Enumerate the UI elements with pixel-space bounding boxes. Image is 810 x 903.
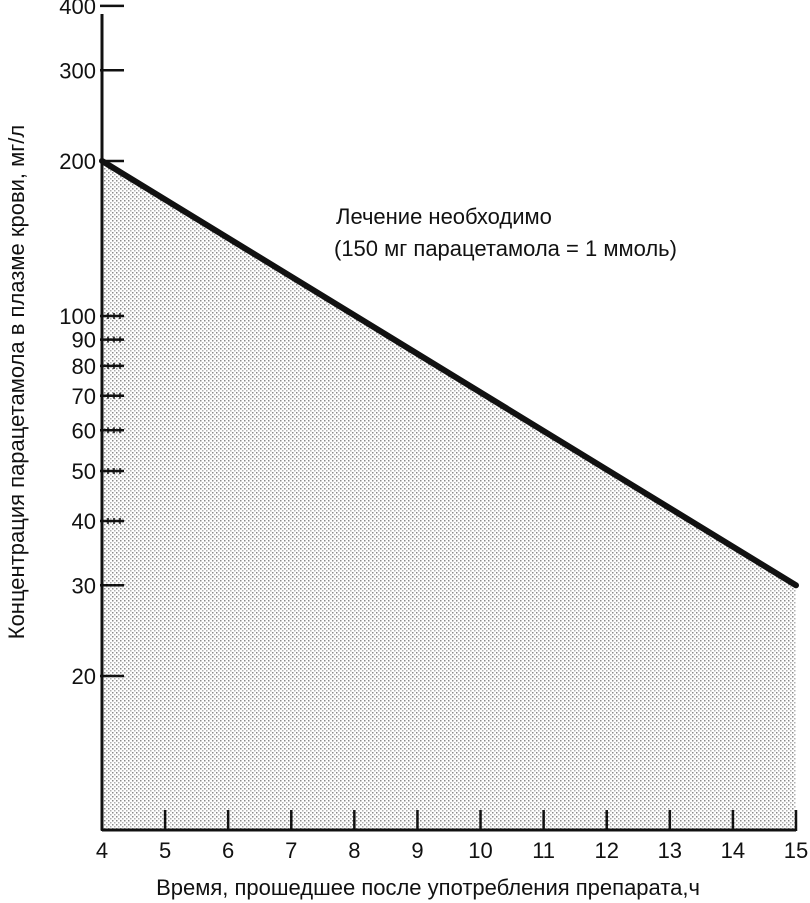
y-tick-label: 80 [72,354,96,379]
x-tick-label: 8 [348,838,360,863]
x-tick-label: 7 [285,838,297,863]
y-tick-label: 300 [59,58,96,83]
annotation-line-1: Лечение необходимо [336,204,552,229]
x-tick-label: 6 [222,838,234,863]
x-tick-label: 4 [96,838,108,863]
y-tick-label: 40 [72,509,96,534]
x-tick-label: 10 [468,838,492,863]
y-tick-label: 90 [72,328,96,353]
x-axis-title: Время, прошедшее после употребления преп… [156,875,700,900]
x-tick-label: 15 [784,838,808,863]
y-tick-label: 20 [72,664,96,689]
y-tick-label: 70 [72,384,96,409]
annotation-line-2: (150 мг парацетамола = 1 ммоль) [334,236,677,261]
x-tick-label: 11 [532,838,555,863]
x-tick-label: 13 [658,838,682,863]
y-tick-label: 100 [59,304,96,329]
y-tick-label: 50 [72,459,96,484]
y-tick-label: 30 [72,573,96,598]
y-tick-label: 200 [59,149,96,174]
x-tick-label: 12 [594,838,618,863]
treatment-line [99,157,799,589]
y-tick-label: 60 [72,418,96,443]
y-tick-label: 400 [59,0,96,19]
y-axis-title: Концентрация парацетамола в плазме крови… [4,125,29,640]
x-tick-label: 5 [159,838,171,863]
x-axis-ticks: 4 5 6 7 8 9 10 11 12 13 14 15 [96,810,808,863]
treatment-region [102,160,796,831]
x-tick-label: 9 [411,838,423,863]
x-tick-label: 14 [721,838,745,863]
